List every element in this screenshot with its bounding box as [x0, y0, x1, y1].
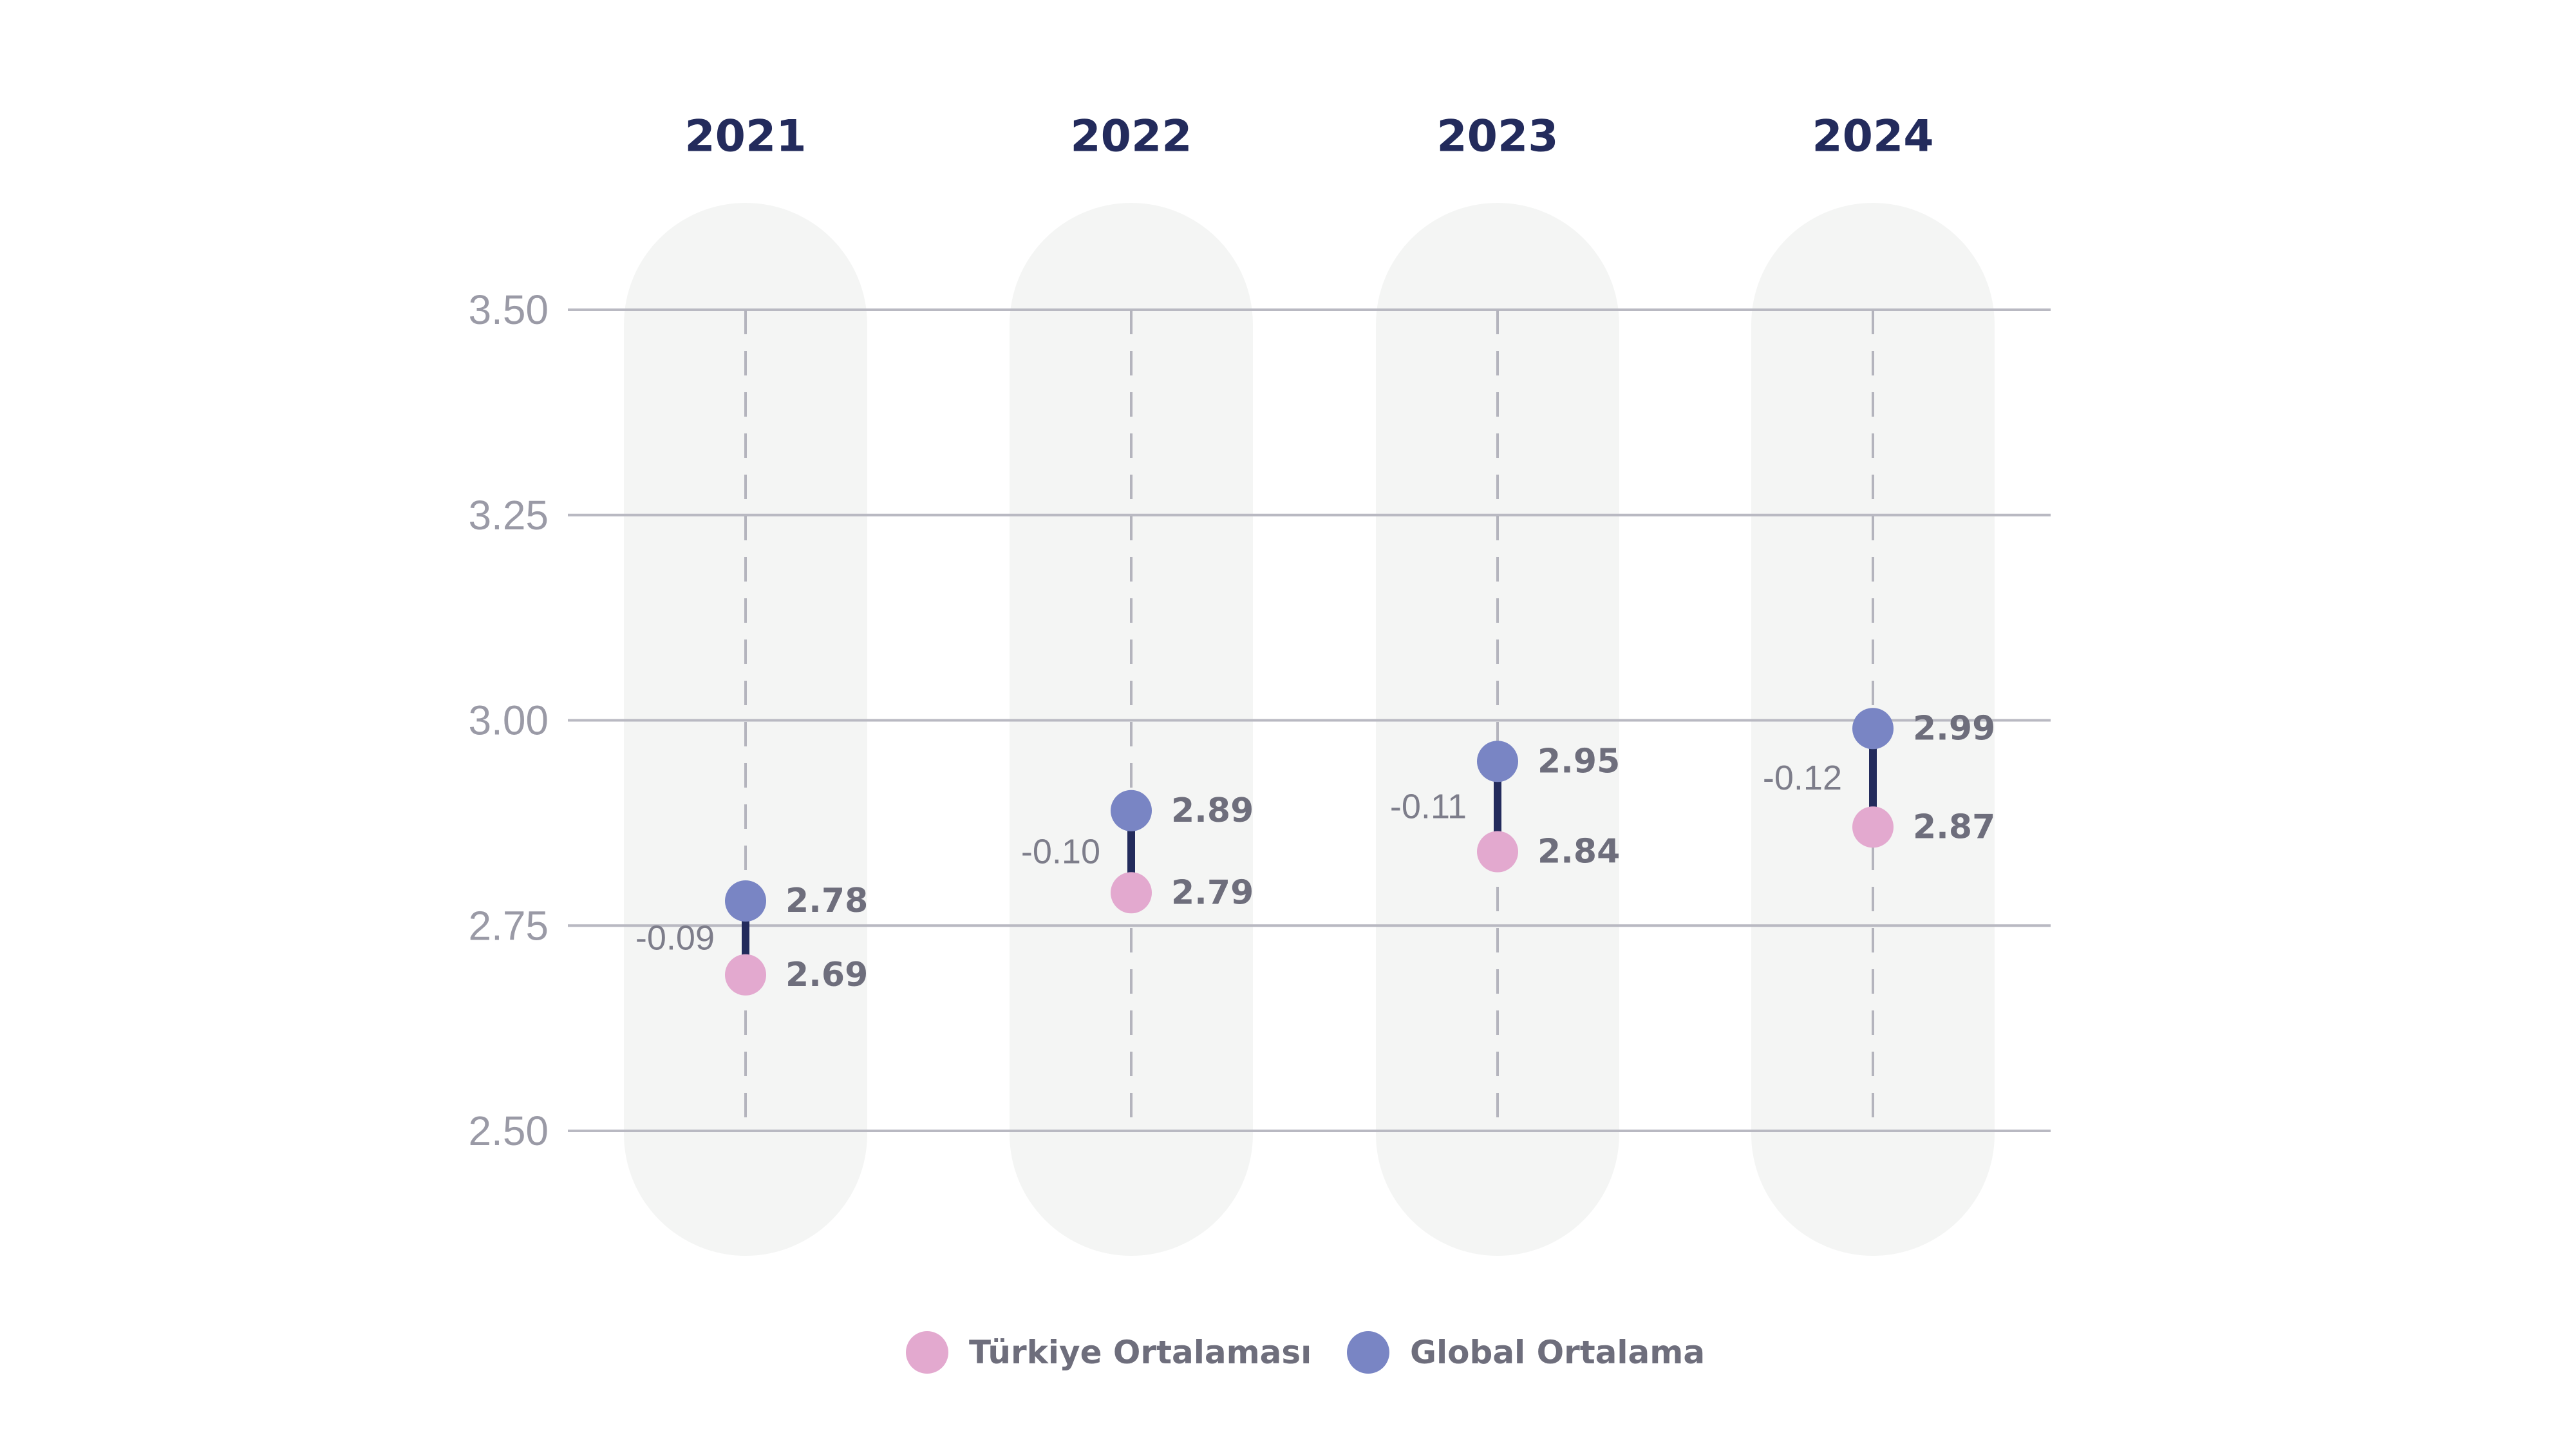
legend-swatch	[906, 1331, 948, 1374]
difference-label: -0.11	[1390, 787, 1467, 826]
difference-label: -0.12	[1763, 759, 1842, 797]
difference-label: -0.10	[1021, 833, 1100, 871]
turkiye-value-label: 2.87	[1913, 808, 1995, 846]
year-label: 2021	[684, 111, 806, 162]
global-value-label: 2.78	[785, 882, 868, 920]
y-tick-label: 2.75	[468, 902, 549, 949]
legend-swatch	[1347, 1331, 1389, 1374]
legend-label: Global Ortalama	[1410, 1334, 1705, 1371]
y-tick-label: 3.25	[468, 492, 549, 538]
column-bands	[624, 203, 1995, 1256]
year-label: 2023	[1436, 111, 1558, 162]
turkiye-point	[1477, 831, 1518, 873]
y-tick-label: 3.00	[468, 697, 549, 744]
y-tick-label: 3.50	[468, 287, 549, 333]
year-headers: 2021 2022 2023 2024	[684, 111, 1933, 162]
legend-label: Türkiye Ortalaması	[969, 1334, 1312, 1371]
year-label: 2022	[1070, 111, 1192, 162]
global-point	[1477, 741, 1518, 782]
global-point	[1111, 790, 1152, 831]
grid-lines	[568, 308, 2051, 1132]
legend: Türkiye Ortalaması Global Ortalama	[906, 1331, 1705, 1374]
global-point	[725, 880, 766, 922]
global-value-label: 2.95	[1537, 742, 1620, 781]
turkiye-point	[1111, 872, 1152, 914]
turkiye-point	[1852, 806, 1894, 848]
y-tick-label: 2.50	[468, 1108, 549, 1154]
difference-label: -0.09	[635, 918, 715, 957]
turkiye-value-label: 2.69	[785, 956, 868, 994]
turkiye-point	[725, 954, 766, 996]
turkiye-value-label: 2.79	[1171, 873, 1254, 912]
year-label: 2024	[1812, 111, 1933, 162]
global-value-label: 2.99	[1913, 709, 1995, 748]
global-value-label: 2.89	[1171, 791, 1254, 830]
turkiye-value-label: 2.84	[1537, 833, 1620, 871]
global-point	[1852, 708, 1894, 750]
data-marks: 2.78 2.69 -0.09 2.89 2.79 -0.10 2.95 2.84 -0.11 2…	[635, 708, 1995, 996]
y-axis: 3.50 3.25 3.00 2.75 2.50	[468, 287, 549, 1154]
